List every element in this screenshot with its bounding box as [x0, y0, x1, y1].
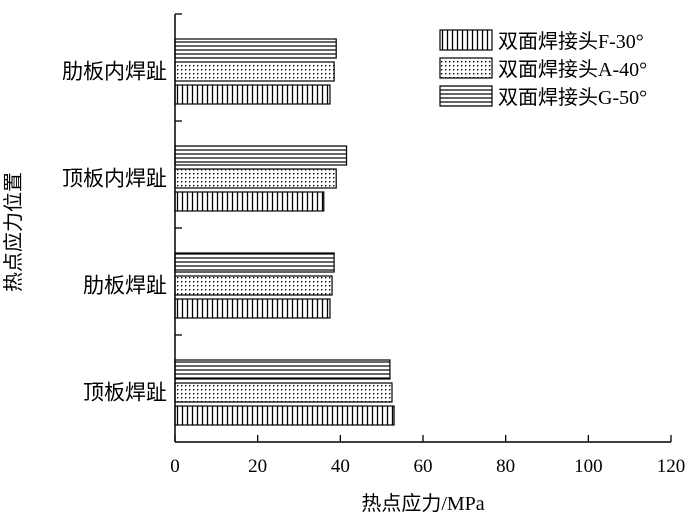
y-category-label: 肋板焊趾: [83, 274, 167, 298]
legend-swatch: [439, 57, 493, 79]
bar: [174, 168, 337, 189]
x-axis-title: 热点应力/MPa: [361, 492, 484, 515]
legend-swatch: [439, 85, 493, 107]
bar: [174, 61, 335, 82]
x-tick-label: 0: [170, 456, 180, 477]
legend-label: 双面焊接头G-50°: [498, 86, 647, 109]
y-category-label: 顶板内焊趾: [62, 167, 167, 191]
legend-label: 双面焊接头A-40°: [498, 58, 647, 81]
bar: [174, 275, 333, 296]
x-tick-label: 60: [414, 456, 433, 477]
x-tick-label: 20: [248, 456, 267, 477]
bar: [174, 382, 393, 403]
y-axis-title: 热点应力位置: [2, 172, 25, 292]
x-tick-label: 100: [574, 456, 603, 477]
y-category-labels: 顶板焊趾 肋板焊趾 顶板内焊趾 肋板内焊趾: [62, 13, 182, 405]
y-category-label: 肋板内焊趾: [62, 60, 167, 84]
bar: [174, 191, 325, 212]
x-tick-label: 120: [657, 456, 686, 477]
x-tick-label: 40: [331, 456, 350, 477]
bar: [174, 298, 331, 319]
bar: [174, 38, 337, 59]
bars-layer: [174, 38, 395, 426]
bar: [174, 145, 348, 166]
bar: [174, 252, 335, 273]
bar: [174, 405, 395, 426]
bar: [174, 84, 331, 105]
y-category-label: 顶板焊趾: [83, 381, 167, 405]
legend: 双面焊接头F-30° 双面焊接头A-40° 双面焊接头G-50°: [439, 29, 647, 109]
legend-swatch: [439, 29, 493, 51]
x-tick-label: 80: [496, 456, 515, 477]
legend-label: 双面焊接头F-30°: [498, 30, 644, 53]
x-ticks: 0 20 40 60 80 100 120: [170, 435, 685, 477]
bar: [174, 359, 391, 380]
